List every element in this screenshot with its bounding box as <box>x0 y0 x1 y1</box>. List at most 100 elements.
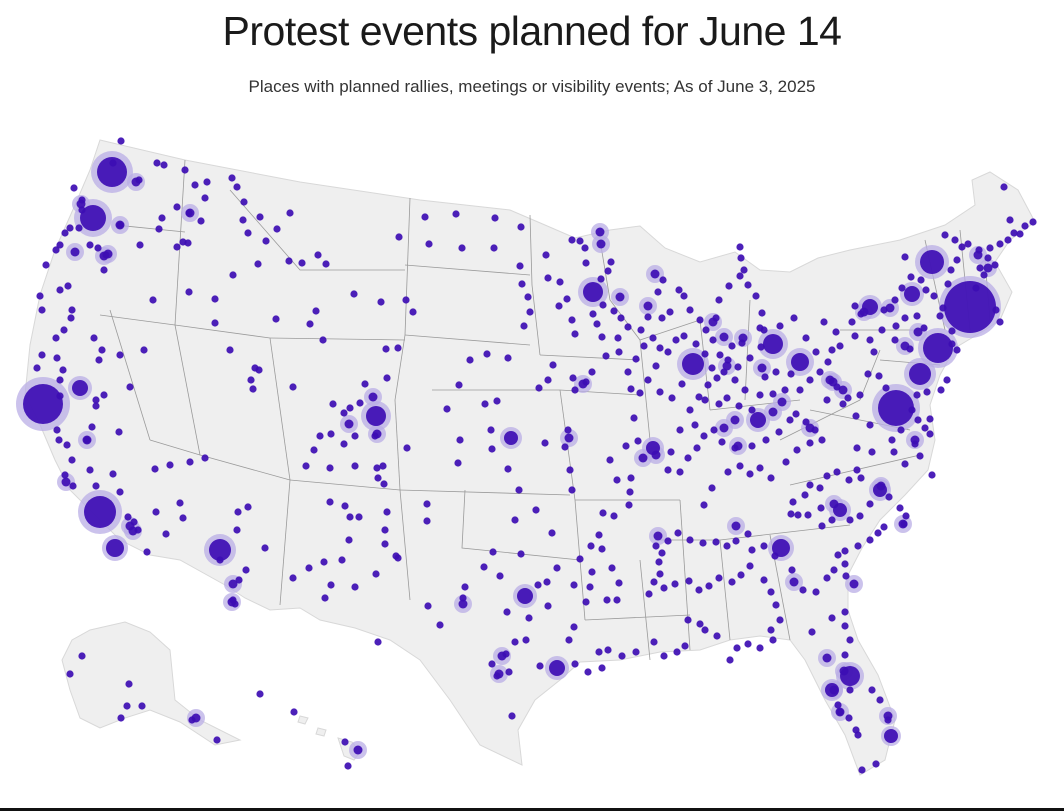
event-marker <box>374 474 382 482</box>
event-marker <box>731 521 741 531</box>
event-marker <box>290 708 298 716</box>
state-border <box>719 539 731 641</box>
event-marker <box>346 513 354 521</box>
event-marker <box>653 531 663 541</box>
event-marker <box>708 364 716 372</box>
event-marker <box>823 574 831 582</box>
event-marker <box>583 282 603 302</box>
event-marker <box>643 301 653 311</box>
event-marker <box>42 261 50 269</box>
event-marker <box>454 459 462 467</box>
event-marker <box>543 578 551 586</box>
event-marker <box>75 224 83 232</box>
event-marker <box>746 354 754 362</box>
event-marker <box>383 374 391 382</box>
event-marker <box>381 540 389 548</box>
event-marker <box>251 364 259 372</box>
event-marker <box>980 271 988 279</box>
event-marker <box>913 327 923 337</box>
event-marker <box>86 241 94 249</box>
event-marker <box>571 386 579 394</box>
event-marker <box>637 326 645 334</box>
event-marker <box>691 421 699 429</box>
event-marker <box>748 406 756 414</box>
event-marker <box>261 544 269 552</box>
event-marker <box>632 355 640 363</box>
event-marker <box>923 388 931 396</box>
event-marker <box>610 307 618 315</box>
event-marker <box>106 539 124 557</box>
event-marker <box>693 444 701 452</box>
event-marker <box>804 511 812 519</box>
event-marker <box>158 214 166 222</box>
event-marker <box>203 178 211 186</box>
event-marker <box>812 348 820 356</box>
event-marker <box>599 509 607 517</box>
event-marker <box>78 652 86 660</box>
event-marker <box>794 511 802 519</box>
event-marker <box>882 384 890 392</box>
bottom-rule <box>0 808 1064 811</box>
event-marker <box>802 334 810 342</box>
event-marker <box>561 443 569 451</box>
event-marker <box>829 499 839 509</box>
event-marker <box>568 486 576 494</box>
event-marker <box>673 648 681 656</box>
event-marker <box>656 570 664 578</box>
event-marker <box>930 292 938 300</box>
event-marker <box>866 536 874 544</box>
event-marker <box>588 368 596 376</box>
event-marker <box>94 244 102 252</box>
event-marker <box>841 608 849 616</box>
event-marker <box>991 261 999 269</box>
event-marker <box>617 314 625 322</box>
event-marker <box>130 518 138 526</box>
event-marker <box>896 504 904 512</box>
event-marker <box>833 383 841 391</box>
event-marker <box>503 608 511 616</box>
event-marker <box>671 580 679 588</box>
event-marker <box>699 539 707 547</box>
event-marker <box>828 614 836 622</box>
event-marker <box>298 259 306 267</box>
event-marker <box>872 760 880 768</box>
event-marker <box>526 308 534 316</box>
event-marker <box>891 336 899 344</box>
event-marker <box>286 209 294 217</box>
event-marker <box>851 302 859 310</box>
event-marker <box>395 233 403 241</box>
event-marker <box>544 376 552 384</box>
event-marker <box>964 240 972 248</box>
event-marker <box>306 320 314 328</box>
event-marker <box>875 372 883 380</box>
event-marker <box>344 419 354 429</box>
event-marker <box>544 274 552 282</box>
event-marker <box>520 322 528 330</box>
event-marker <box>459 594 467 602</box>
event-marker <box>379 462 387 470</box>
event-marker <box>692 340 700 348</box>
event-marker <box>776 616 784 624</box>
event-marker <box>116 488 124 496</box>
event-marker <box>525 614 533 622</box>
event-marker <box>123 702 131 710</box>
event-marker <box>928 471 936 479</box>
event-marker <box>356 399 364 407</box>
event-marker <box>102 251 110 259</box>
event-marker <box>606 456 614 464</box>
event-marker <box>822 653 832 663</box>
event-marker <box>598 333 606 341</box>
event-marker <box>1016 230 1024 238</box>
event-marker <box>589 310 597 318</box>
event-marker <box>402 296 410 304</box>
event-marker <box>705 582 713 590</box>
event-marker <box>247 376 255 384</box>
event-marker <box>833 468 841 476</box>
event-marker <box>125 680 133 688</box>
event-marker <box>56 392 64 400</box>
event-marker <box>811 426 819 434</box>
event-marker <box>640 342 648 350</box>
event-marker <box>504 354 512 362</box>
event-marker <box>185 288 193 296</box>
event-marker <box>603 596 611 604</box>
